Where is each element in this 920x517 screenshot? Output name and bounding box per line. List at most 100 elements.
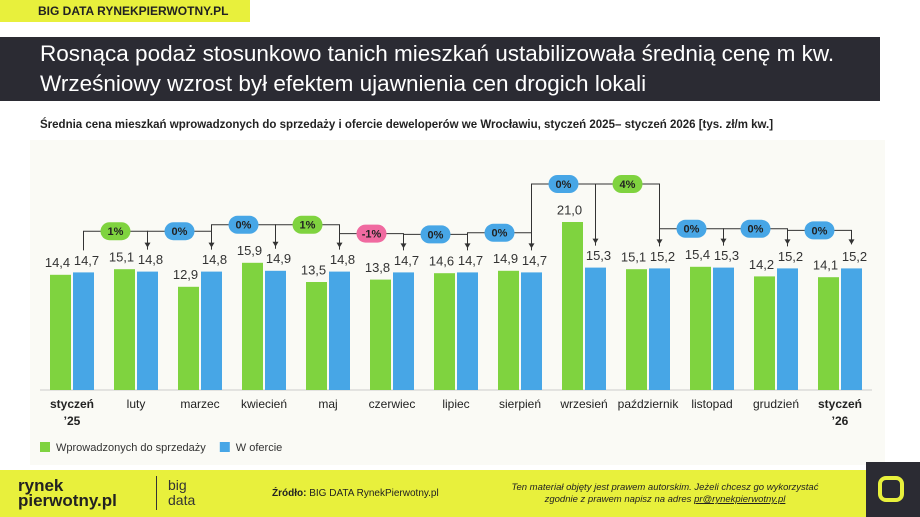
change-label: 0% [236, 220, 252, 232]
value-label: 13,5 [301, 262, 326, 277]
bar [137, 271, 158, 390]
value-label: 21,0 [557, 202, 582, 217]
bar [114, 269, 135, 390]
bar [73, 272, 94, 390]
bar [841, 268, 862, 390]
logo-sub: big data [168, 477, 196, 508]
legend-label: W ofercie [236, 442, 282, 454]
change-badge [612, 175, 643, 193]
value-label: 15,3 [586, 248, 611, 263]
value-label: 14,8 [138, 252, 163, 267]
bar [178, 286, 199, 390]
copyright: Ten materiał objęty jest prawem autorski… [505, 482, 825, 506]
change-badge [164, 222, 195, 241]
bar [626, 269, 647, 390]
value-label: 14,7 [74, 253, 99, 268]
x-tick-label: kwiecień [240, 397, 288, 411]
arrow-head [848, 239, 855, 245]
change-label: 0% [492, 228, 508, 240]
bar [754, 276, 775, 390]
value-label: 14,9 [493, 251, 518, 266]
change-label: 0% [428, 229, 444, 241]
value-label: 15,2 [650, 249, 675, 264]
x-tick-label: październik [617, 397, 679, 411]
chart-subtitle: Średnia cena mieszkań wprowadzonych do s… [40, 119, 774, 131]
value-label: 15,1 [621, 250, 646, 265]
logo: rynek pierwotny.pl [18, 476, 117, 510]
bar [562, 222, 583, 390]
bar [649, 268, 670, 390]
value-label: 14,7 [394, 253, 419, 268]
change-badge [100, 222, 131, 241]
change-badge [420, 225, 451, 244]
value-label: 14,8 [202, 252, 227, 267]
x-tick-label: czerwiec [368, 397, 416, 411]
bar [370, 279, 391, 390]
logo-icon [878, 476, 904, 502]
change-label: 0% [556, 179, 572, 191]
value-label: 14,8 [330, 252, 355, 267]
value-label: 15,2 [778, 249, 803, 264]
source-label: Źródło: [272, 488, 307, 499]
value-label: 14,6 [429, 254, 454, 269]
bar [498, 270, 519, 390]
legend-swatch [219, 442, 230, 452]
value-label: 14,7 [458, 253, 483, 268]
footer: rynek pierwotny.pl big data Źródło: BIG … [0, 462, 920, 517]
bar [201, 271, 222, 390]
legend-label: Wprowadzonych do sprzedaży [56, 442, 206, 454]
value-label: 15,4 [685, 247, 710, 262]
bar [50, 274, 71, 390]
change-label: 0% [684, 224, 700, 236]
change-badge [228, 215, 259, 234]
x-tick-label: sierpień [498, 397, 542, 411]
bar [434, 273, 455, 390]
change-badge [804, 221, 835, 240]
change-label: -1% [362, 229, 382, 241]
x-tick-label: grudzień [752, 397, 800, 411]
bar [265, 270, 286, 390]
logo-box [866, 462, 920, 517]
bar [521, 272, 542, 390]
change-label: 4% [620, 179, 636, 191]
value-label: 15,2 [842, 249, 867, 264]
bar [585, 267, 606, 390]
bar [777, 268, 798, 390]
bar [713, 267, 734, 390]
bar [242, 262, 263, 390]
bar [690, 266, 711, 390]
bar [329, 271, 350, 390]
change-badge [740, 219, 771, 238]
bar [457, 272, 478, 390]
value-label: 13,8 [365, 260, 390, 275]
source: Źródło: BIG DATA RynekPierwotny.pl [272, 488, 439, 499]
value-label: 15,3 [714, 248, 739, 263]
x-tick-label: maj [318, 397, 338, 411]
value-label: 14,2 [749, 257, 774, 272]
email[interactable]: pr@rynekpierwotny.pl [694, 494, 786, 505]
x-tick-label: listopad [691, 397, 733, 411]
bar [393, 272, 414, 390]
change-badge [292, 215, 323, 234]
x-tick-label: luty [126, 397, 146, 411]
change-badge [484, 223, 515, 242]
change-badge [548, 175, 579, 193]
value-label: 15,1 [109, 250, 134, 265]
x-tick-label: styczeń ’25 [49, 397, 95, 428]
change-label: 1% [108, 226, 124, 238]
change-badge [676, 219, 707, 238]
source-text: BIG DATA RynekPierwotny.pl [309, 488, 439, 499]
value-label: 14,1 [813, 258, 838, 273]
value-label: 14,4 [45, 255, 70, 270]
x-tick-label: wrzesień [560, 397, 608, 411]
value-label: 14,7 [522, 253, 547, 268]
change-label: 1% [300, 220, 316, 232]
bar [818, 277, 839, 390]
copyright-text: Ten materiał objęty jest prawem autorski… [511, 482, 819, 505]
change-badge [356, 224, 387, 243]
bar [306, 282, 327, 390]
change-label: 0% [172, 226, 188, 238]
divider [156, 476, 157, 510]
